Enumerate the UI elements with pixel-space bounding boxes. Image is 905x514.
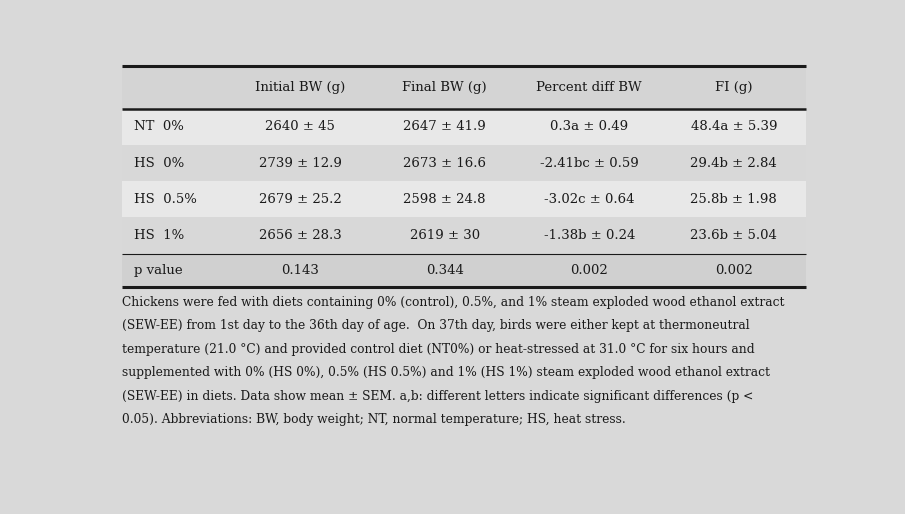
Text: HS  0.5%: HS 0.5%	[134, 193, 197, 206]
Bar	[121, 217, 806, 253]
Text: 2656 ± 28.3: 2656 ± 28.3	[259, 229, 341, 242]
Text: -2.41bc ± 0.59: -2.41bc ± 0.59	[540, 157, 639, 170]
Text: p value: p value	[134, 264, 183, 277]
Bar	[121, 181, 806, 217]
Bar	[121, 109, 806, 145]
Text: supplemented with 0% (HS 0%), 0.5% (HS 0.5%) and 1% (HS 1%) steam exploded wood : supplemented with 0% (HS 0%), 0.5% (HS 0…	[121, 366, 769, 379]
Text: 2647 ± 41.9: 2647 ± 41.9	[404, 120, 486, 133]
Text: (SEW-EE) in diets. Data show mean ± SEM. a,b: different letters indicate signifi: (SEW-EE) in diets. Data show mean ± SEM.…	[121, 390, 753, 402]
Text: 0.3a ± 0.49: 0.3a ± 0.49	[550, 120, 628, 133]
Text: HS  1%: HS 1%	[134, 229, 185, 242]
Text: Initial BW (g): Initial BW (g)	[255, 81, 345, 94]
Text: Final BW (g): Final BW (g)	[403, 81, 487, 94]
Text: 0.002: 0.002	[715, 264, 753, 277]
Text: 0.344: 0.344	[425, 264, 463, 277]
Text: 0.05). Abbreviations: BW, body weight; NT, normal temperature; HS, heat stress.: 0.05). Abbreviations: BW, body weight; N…	[121, 413, 625, 426]
Text: 0.002: 0.002	[570, 264, 608, 277]
Text: 25.8b ± 1.98: 25.8b ± 1.98	[691, 193, 777, 206]
Text: HS  0%: HS 0%	[134, 157, 185, 170]
Text: 29.4b ± 2.84: 29.4b ± 2.84	[691, 157, 777, 170]
Text: -1.38b ± 0.24: -1.38b ± 0.24	[544, 229, 635, 242]
Text: 0.143: 0.143	[281, 264, 319, 277]
Bar	[121, 253, 806, 287]
Bar	[121, 145, 806, 181]
Text: FI (g): FI (g)	[715, 81, 753, 94]
Text: temperature (21.0 °C) and provided control diet (NT0%) or heat-stressed at 31.0 : temperature (21.0 °C) and provided contr…	[121, 343, 754, 356]
Text: 2640 ± 45: 2640 ± 45	[265, 120, 335, 133]
Text: 48.4a ± 5.39: 48.4a ± 5.39	[691, 120, 777, 133]
Bar	[121, 66, 806, 109]
Text: -3.02c ± 0.64: -3.02c ± 0.64	[544, 193, 634, 206]
Text: 2739 ± 12.9: 2739 ± 12.9	[259, 157, 341, 170]
Text: 2598 ± 24.8: 2598 ± 24.8	[404, 193, 486, 206]
Text: Chickens were fed with diets containing 0% (control), 0.5%, and 1% steam explode: Chickens were fed with diets containing …	[121, 296, 784, 309]
Text: 2673 ± 16.6: 2673 ± 16.6	[403, 157, 486, 170]
Text: 2679 ± 25.2: 2679 ± 25.2	[259, 193, 341, 206]
Text: Percent diff BW: Percent diff BW	[537, 81, 642, 94]
Text: (SEW-EE) from 1st day to the 36th day of age.  On 37th day, birds were either ke: (SEW-EE) from 1st day to the 36th day of…	[121, 320, 749, 333]
Text: 2619 ± 30: 2619 ± 30	[410, 229, 480, 242]
Text: NT  0%: NT 0%	[134, 120, 184, 133]
Text: 23.6b ± 5.04: 23.6b ± 5.04	[691, 229, 777, 242]
